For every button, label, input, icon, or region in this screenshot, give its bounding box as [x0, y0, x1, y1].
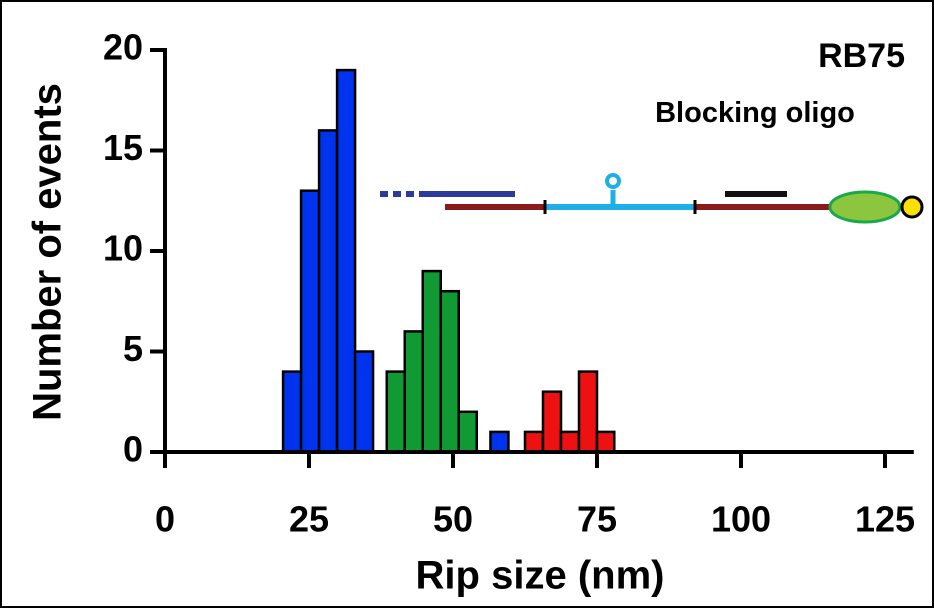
- annotation: Blocking oligo: [655, 97, 855, 129]
- y-axis-title: Number of events: [26, 83, 70, 421]
- bar: [489, 430, 510, 454]
- y-tick-label: 5: [123, 328, 143, 369]
- construct-diagram: [380, 173, 924, 224]
- chart-label: RB75: [818, 37, 905, 75]
- bar: [523, 430, 545, 454]
- x-tick-label: 100: [711, 499, 771, 540]
- x-tick-label: 0: [155, 499, 175, 540]
- bar: [403, 330, 425, 454]
- bar: [281, 370, 303, 454]
- bar: [577, 370, 599, 454]
- y-tick-label: 20: [103, 27, 143, 68]
- bar: [595, 430, 616, 454]
- x-tick-label: 125: [855, 499, 915, 540]
- bar: [439, 289, 461, 454]
- bar: [353, 350, 375, 454]
- bar: [299, 189, 321, 454]
- y-tick-label: 10: [103, 228, 143, 269]
- y-tick-label: 15: [103, 127, 143, 168]
- bar: [335, 68, 357, 454]
- x-axis-title: Rip size (nm): [416, 554, 665, 598]
- bar: [317, 129, 339, 454]
- bar: [541, 390, 563, 454]
- x-tick-label: 75: [577, 499, 617, 540]
- x-tick-label: 50: [433, 499, 473, 540]
- bar: [559, 430, 581, 454]
- y-tick-label: 0: [123, 429, 143, 470]
- x-tick-label: 25: [289, 499, 329, 540]
- bar: [385, 370, 407, 454]
- bar: [457, 410, 479, 454]
- bar: [421, 269, 443, 454]
